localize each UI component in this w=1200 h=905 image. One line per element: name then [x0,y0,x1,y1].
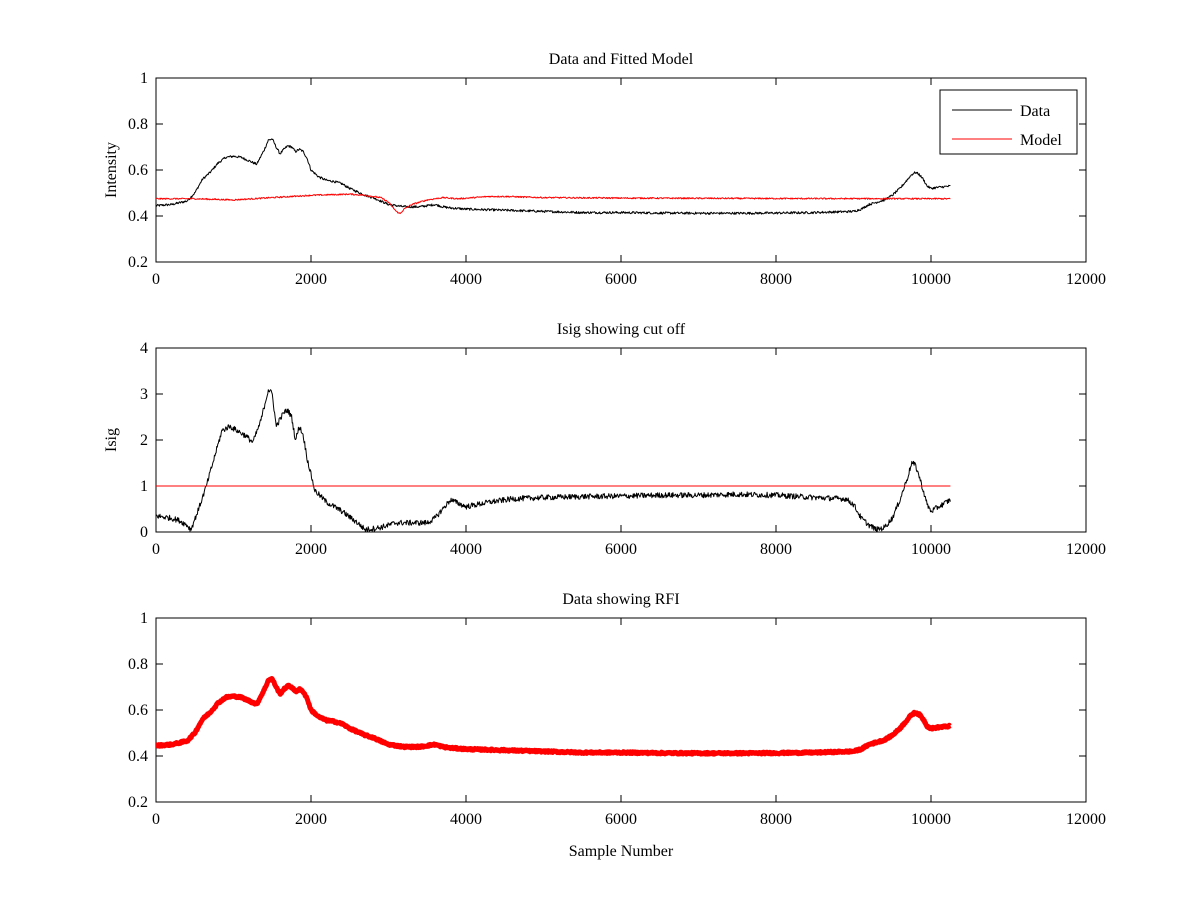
y-axis-label: Isig [103,428,120,452]
legend-label-data: Data [1020,103,1050,120]
subplot-1: 0 2000 4000 6000 8000 10000 12000 0.2 0.4 0.6 0.8 1… [103,51,1106,288]
y-tick-label: 0.6 [128,702,148,719]
subplot-3: 0 2000 4000 6000 8000 10000 12000 0.2 0.4 0.6 0.8 1… [128,591,1106,860]
x-tick-label: 8000 [760,811,792,828]
y-tick-label: 1 [140,610,148,627]
y-tick-label: 0.4 [128,748,148,765]
series-line-1 [156,389,951,532]
axes-box [155,347,1087,533]
x-tick-label: 10000 [911,271,951,288]
y-tick-label: 0 [140,524,148,541]
y-tick-label: 1 [140,70,148,87]
x-tick-label: 6000 [605,811,637,828]
y-tick-label: 3 [140,386,148,403]
x-tick-label: 8000 [760,271,792,288]
y-tick-label: 4 [140,340,148,357]
x-tick-label: 12000 [1066,541,1106,558]
series-line-1 [156,676,953,757]
x-tick-label: 12000 [1066,271,1106,288]
legend-box [939,89,1078,155]
x-tick-label: 4000 [450,541,482,558]
x-tick-label: 2000 [295,271,327,288]
subplot-2: 0 2000 4000 6000 8000 10000 12000 0 1 2 3 4 Isig sho… [103,321,1106,558]
x-tick-label: 0 [152,811,160,828]
x-tick-label: 4000 [450,811,482,828]
x-tick-label: 0 [152,541,160,558]
y-tick-label: 0.8 [128,656,148,673]
legend-label-model: Model [1020,132,1062,149]
y-tick-label: 0.2 [128,254,148,271]
x-tick-label: 10000 [911,811,951,828]
x-tick-label: 0 [152,271,160,288]
y-tick-label: 0.8 [128,116,148,133]
y-axis-label: Intensity [103,142,120,198]
chart-title: Isig showing cut off [557,321,686,338]
x-tick-label: 10000 [911,541,951,558]
x-tick-label: 6000 [605,541,637,558]
chart-title: Data and Fitted Model [549,51,694,68]
y-tick-label: 1 [140,478,148,495]
x-tick-label: 2000 [295,541,327,558]
chart-title: Data showing RFI [562,591,679,608]
x-tick-label: 12000 [1066,811,1106,828]
y-tick-label: 0.4 [128,208,148,225]
x-tick-label: 6000 [605,271,637,288]
x-axis-label: Sample Number [569,843,674,860]
x-tick-label: 8000 [760,541,792,558]
axes-box [155,617,1087,803]
y-tick-label: 2 [140,432,148,449]
series-data-line [156,138,951,215]
x-tick-label: 2000 [295,811,327,828]
x-tick-label: 4000 [450,271,482,288]
y-tick-label: 0.6 [128,162,148,179]
series-model-line [156,193,951,215]
y-tick-label: 0.2 [128,794,148,811]
legend: Data Model [939,89,1078,155]
